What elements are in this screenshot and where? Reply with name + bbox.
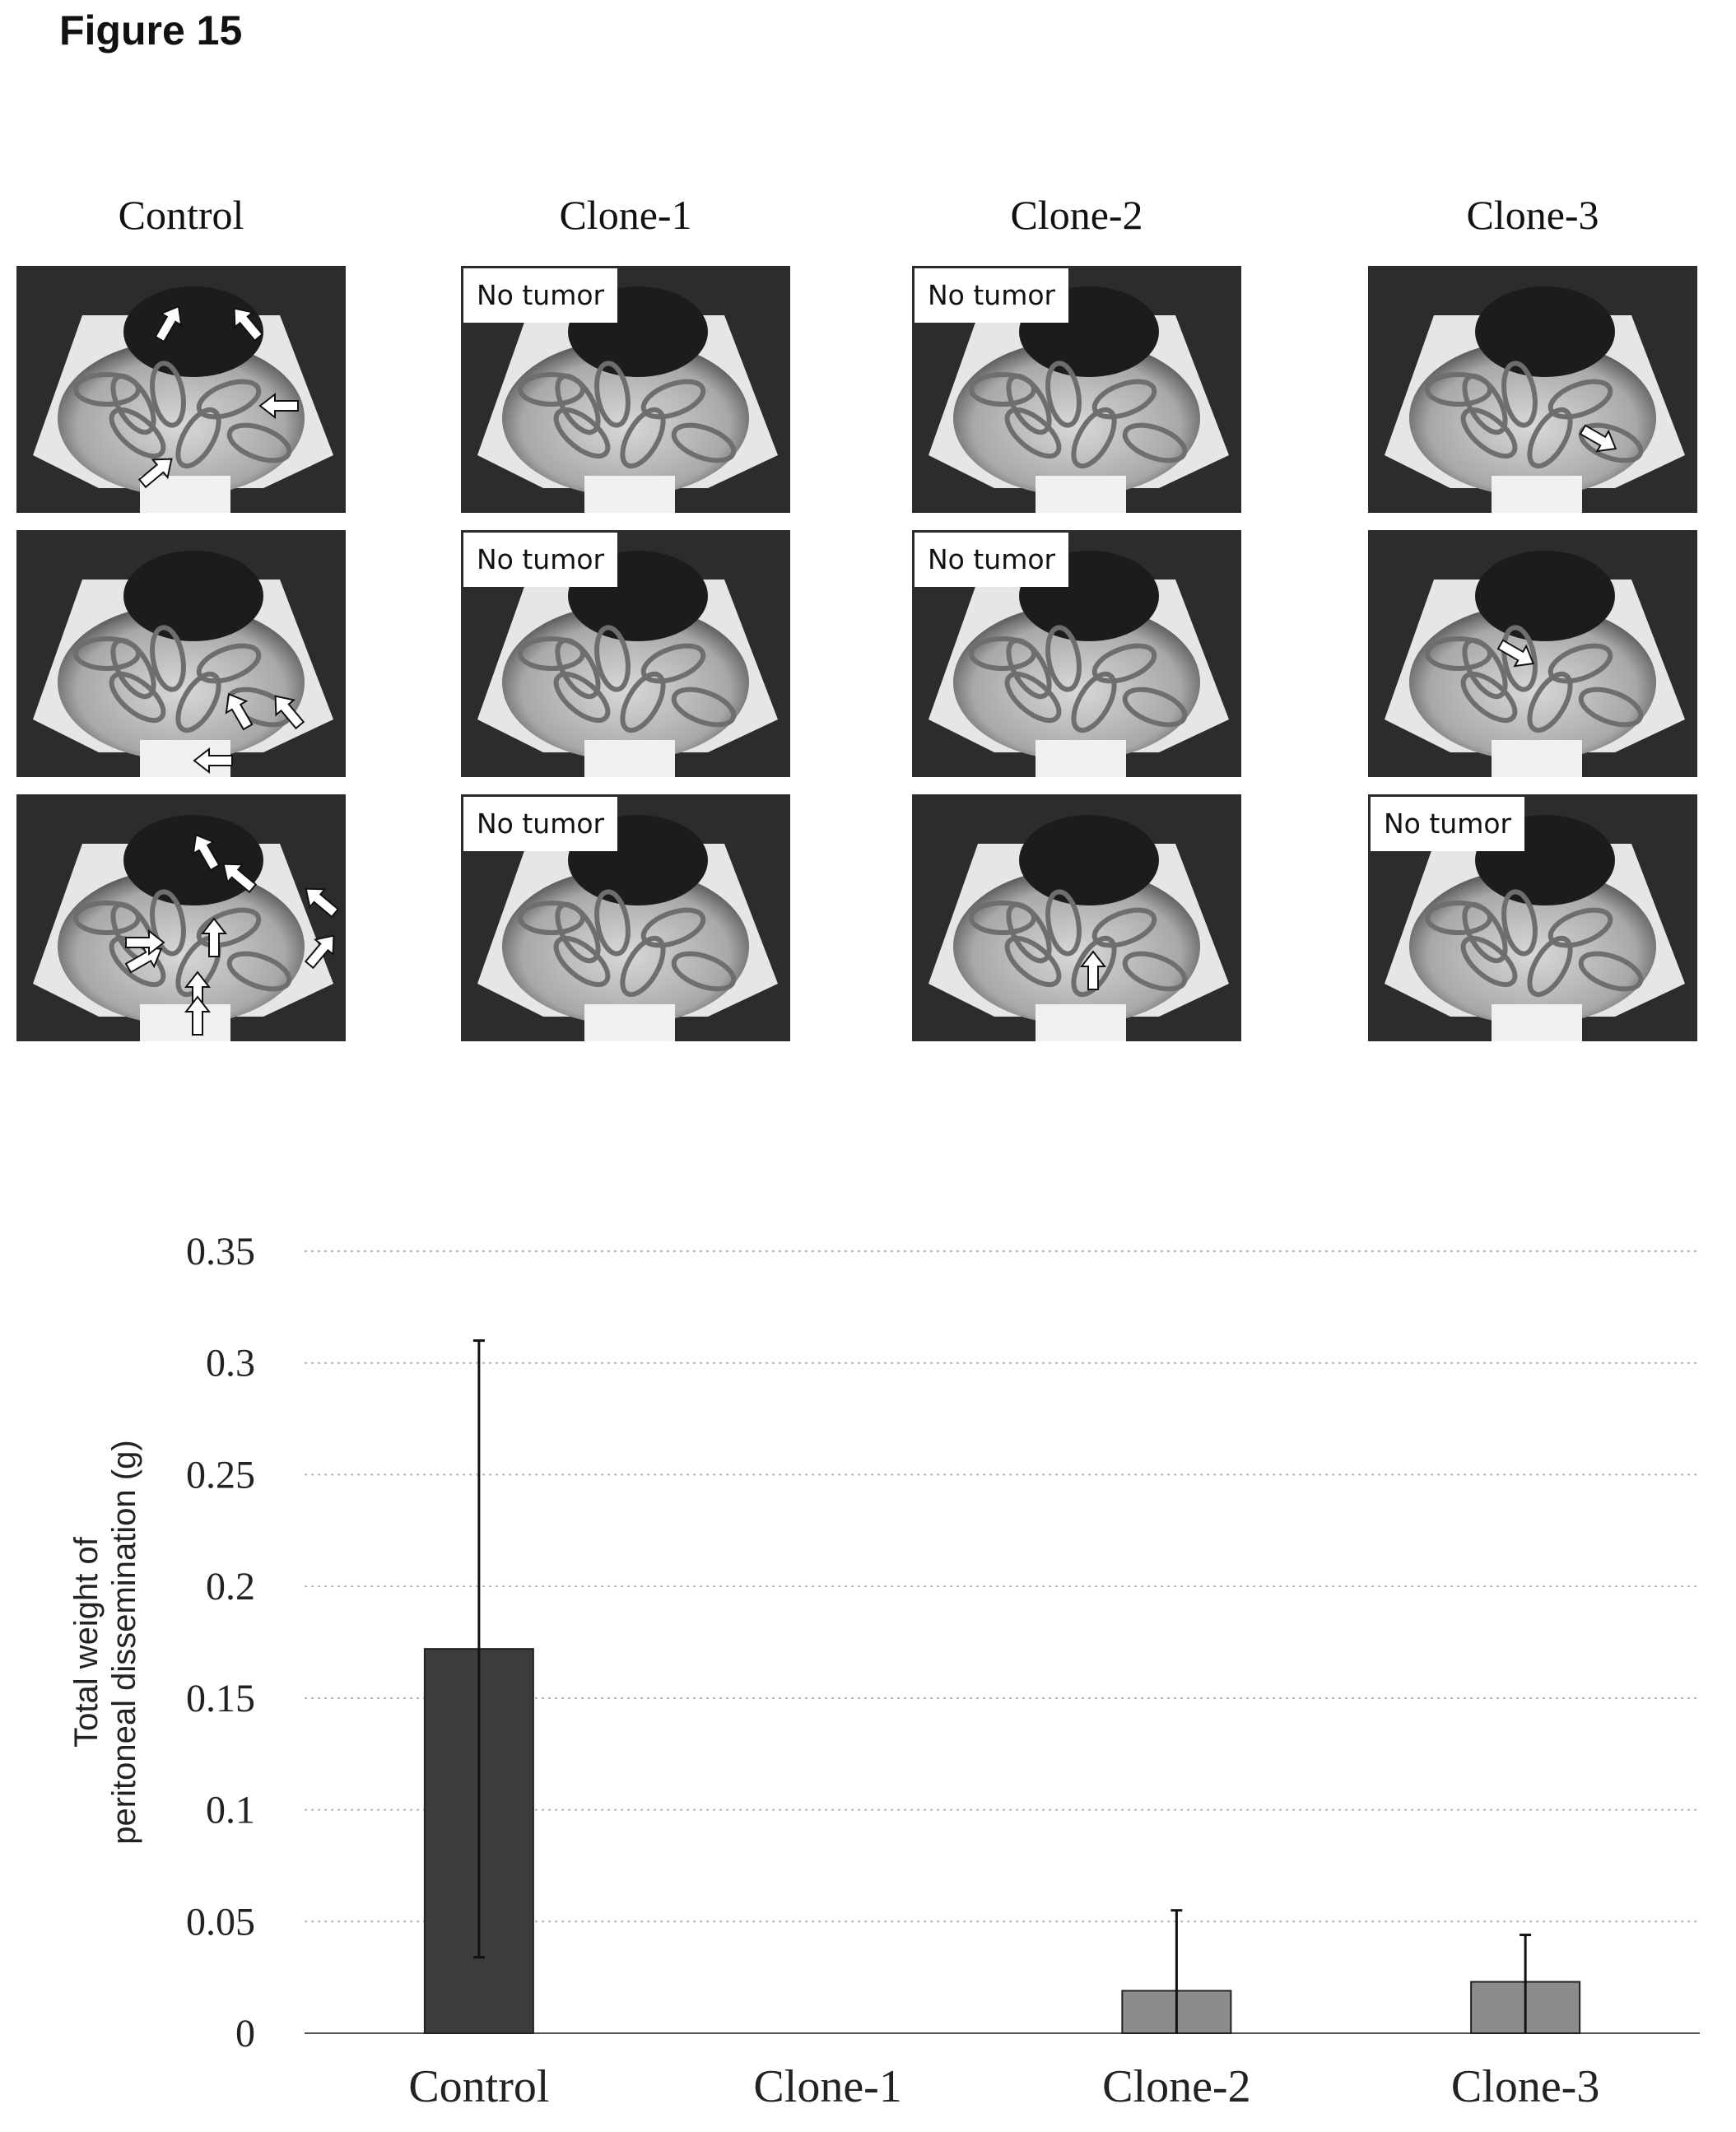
y-tick-label: 0.25 bbox=[186, 1453, 255, 1497]
necropsy-photo-clone-1-2: No tumor bbox=[461, 530, 790, 777]
x-category-label: Clone-2 bbox=[1102, 2061, 1250, 2112]
no-tumor-badge: No tumor bbox=[463, 533, 618, 587]
no-tumor-badge: No tumor bbox=[1371, 797, 1525, 851]
necropsy-photo-control-1 bbox=[16, 266, 346, 513]
necropsy-photo-clone-3-3: No tumor bbox=[1368, 794, 1697, 1041]
no-tumor-badge: No tumor bbox=[463, 268, 618, 323]
necropsy-photo-control-3 bbox=[16, 794, 346, 1041]
necropsy-photo-clone-1-3: No tumor bbox=[461, 794, 790, 1041]
no-tumor-badge: No tumor bbox=[915, 533, 1069, 587]
no-tumor-badge: No tumor bbox=[463, 797, 618, 851]
y-tick-label: 0.15 bbox=[186, 1677, 255, 1720]
figure-title: Figure 15 bbox=[59, 7, 243, 54]
column-label-clone-2: Clone-2 bbox=[1010, 192, 1143, 238]
necropsy-photo-clone-2-2: No tumor bbox=[912, 530, 1241, 777]
y-axis-label: peritoneal dissemination (g) bbox=[106, 1440, 142, 1844]
y-tick-label: 0 bbox=[235, 2012, 255, 2055]
y-tick-label: 0.2 bbox=[206, 1565, 255, 1608]
necropsy-photo-control-2 bbox=[16, 530, 346, 777]
necropsy-photo-clone-2-1: No tumor bbox=[912, 266, 1241, 513]
x-category-label: Clone-1 bbox=[753, 2061, 901, 2112]
y-tick-label: 0.1 bbox=[206, 1789, 255, 1832]
necropsy-photo-clone-3-2 bbox=[1368, 530, 1697, 777]
necropsy-photo-clone-2-3 bbox=[912, 794, 1241, 1041]
y-axis-label: Total weight of bbox=[68, 1536, 105, 1748]
y-tick-label: 0.05 bbox=[186, 1900, 255, 1943]
bar-chart: 0 0.05 0.1 0.15 0.2 0.25 0.3 0.35 Control Clone-1… bbox=[68, 1230, 1700, 2112]
x-category-label: Control bbox=[408, 2061, 549, 2112]
column-label-clone-1: Clone-1 bbox=[559, 192, 692, 238]
y-tick-label: 0.35 bbox=[186, 1230, 255, 1273]
no-tumor-badge: No tumor bbox=[915, 268, 1069, 323]
x-category-label: Clone-3 bbox=[1451, 2061, 1599, 2112]
necropsy-photo-clone-3-1 bbox=[1368, 266, 1697, 513]
y-tick-label: 0.3 bbox=[206, 1342, 255, 1385]
column-label-clone-3: Clone-3 bbox=[1466, 192, 1599, 238]
column-label-control: Control bbox=[118, 192, 244, 238]
necropsy-photo-clone-1-1: No tumor bbox=[461, 266, 790, 513]
